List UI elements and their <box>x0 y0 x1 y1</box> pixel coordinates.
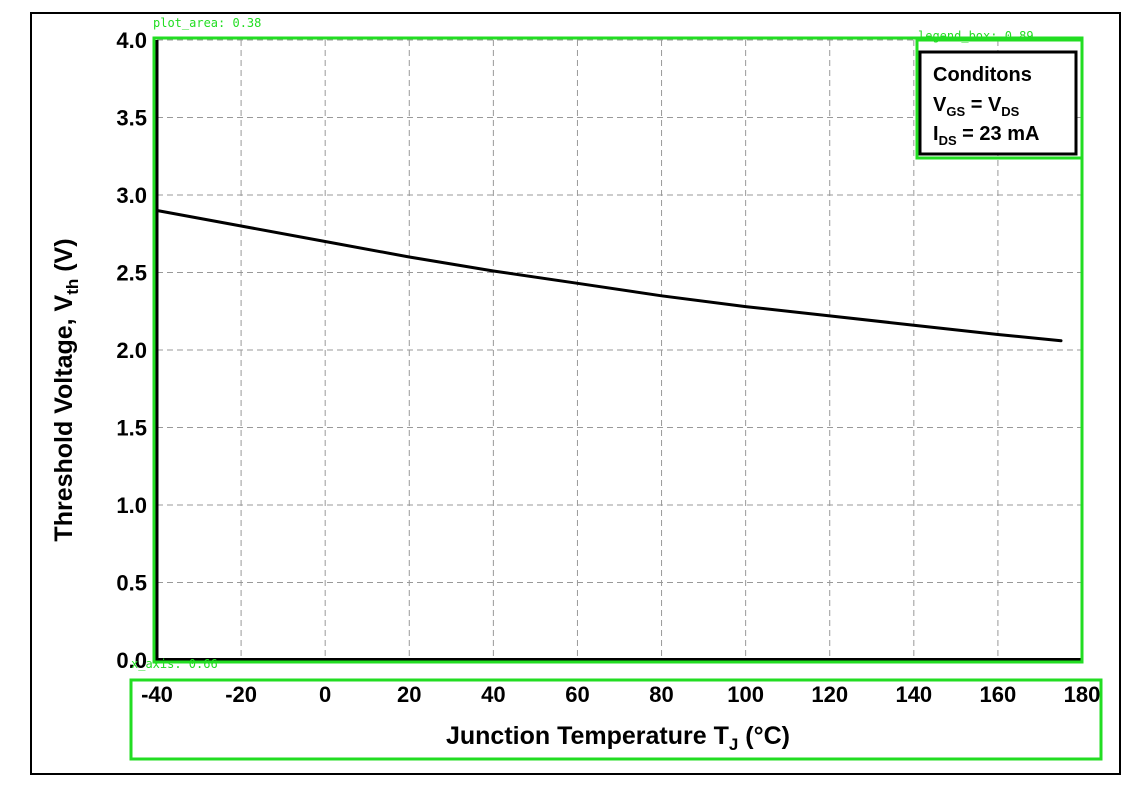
series-line-vth <box>157 211 1061 341</box>
legend-title: Conditons <box>933 64 1032 86</box>
x-tick-label: -20 <box>225 682 257 707</box>
plot-area-label: plot_area: 0.38 <box>153 16 261 30</box>
legend-vgs-sub: GS <box>946 104 965 119</box>
x-tick-label: 100 <box>727 682 764 707</box>
legend-vgs-main: V <box>933 94 947 116</box>
x-tick-label: 180 <box>1064 682 1101 707</box>
y-axis-title: Threshold Voltage, Vth (V) <box>50 238 82 541</box>
y-tick-label: 3.5 <box>116 106 147 131</box>
x-tick-labels: -40 -20 0 20 40 60 80 100 120 140 160 180 <box>141 682 1100 707</box>
y-tick-label: 1.5 <box>116 416 147 441</box>
y-tick-label: 3.0 <box>116 183 147 208</box>
x-tick-label: 40 <box>481 682 505 707</box>
x-tick-label: 160 <box>980 682 1017 707</box>
legend-ids-rest: = 23 mA <box>957 123 1040 145</box>
legend: Conditons VGS = VDS IDS = 23 mA <box>920 52 1076 154</box>
legend-ids-sub: DS <box>939 133 957 148</box>
series-group <box>157 210 1061 340</box>
x-tick-label: 20 <box>397 682 421 707</box>
x-tick-label: 140 <box>895 682 932 707</box>
legend-vds-main: V <box>988 94 1002 116</box>
x-tick-label: -40 <box>141 682 173 707</box>
legend-vds-sub: DS <box>1001 104 1019 119</box>
x-axis-box-label: x_axis: 0.66 <box>131 657 218 671</box>
x-axis-title-main: Junction Temperature T <box>446 722 729 750</box>
y-axis-title-main: Threshold Voltage, V <box>50 294 78 541</box>
x-axis-title-unit: (°C) <box>738 722 790 750</box>
legend-eq: = <box>965 94 988 116</box>
y-tick-label: 2.5 <box>116 261 147 286</box>
x-tick-label: 0 <box>319 682 331 707</box>
y-tick-label: 4.0 <box>116 28 147 53</box>
x-tick-label: 60 <box>565 682 589 707</box>
x-axis-title-sub: J <box>729 735 738 754</box>
x-tick-label: 120 <box>811 682 848 707</box>
x-axis-title: Junction Temperature TJ (°C) <box>446 722 790 754</box>
x-tick-label: 80 <box>649 682 673 707</box>
legend-box-label: legend_box: 0.89 <box>918 29 1034 43</box>
y-tick-labels: 0.00.51.01.52.02.53.03.54.0 <box>116 28 147 673</box>
y-axis-title-unit: (V) <box>50 238 78 278</box>
y-tick-label: 1.0 <box>116 493 147 518</box>
y-axis-title-sub: th <box>63 279 82 295</box>
y-tick-label: 0.5 <box>116 571 147 596</box>
y-tick-label: 2.0 <box>116 338 147 363</box>
